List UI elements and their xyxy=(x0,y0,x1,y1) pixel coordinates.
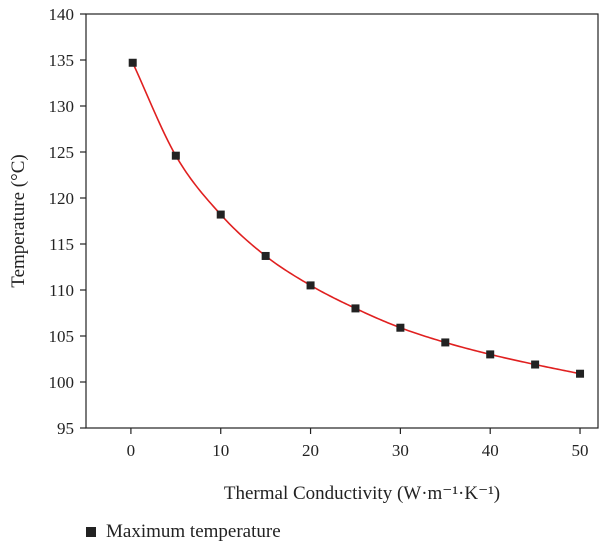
y-axis: 95 100 105 110 115 120 125 130 135 140 xyxy=(49,5,86,438)
data-point xyxy=(486,350,495,359)
x-tick-label: 10 xyxy=(212,441,229,460)
y-axis-title: Temperature (°C) xyxy=(8,154,29,287)
data-point xyxy=(441,338,450,347)
x-tick-label: 40 xyxy=(482,441,499,460)
data-point xyxy=(306,281,315,290)
x-axis-title: Thermal Conductivity (W·m⁻¹·K⁻¹) xyxy=(224,483,500,504)
x-tick-label: 20 xyxy=(302,441,319,460)
y-tick-label: 95 xyxy=(57,419,74,438)
y-tick-label: 125 xyxy=(49,143,75,162)
data-point xyxy=(128,58,137,67)
data-point xyxy=(351,304,360,313)
y-tick-label: 130 xyxy=(49,97,75,116)
y-tick-label: 115 xyxy=(49,235,74,254)
plot-border xyxy=(85,13,599,429)
x-axis: 0 10 20 30 40 50 xyxy=(127,428,589,460)
data-point xyxy=(171,151,180,160)
y-tick-label: 135 xyxy=(49,51,75,70)
data-point xyxy=(216,210,225,219)
data-point xyxy=(396,323,405,332)
data-point xyxy=(576,369,585,378)
data-point xyxy=(261,251,270,260)
legend-marker xyxy=(86,527,96,537)
legend-label: Maximum temperature xyxy=(106,521,281,542)
legend: Maximum temperature xyxy=(86,521,281,543)
y-tick-label: 110 xyxy=(49,281,74,300)
x-tick-label: 0 xyxy=(127,441,136,460)
y-tick-label: 140 xyxy=(49,5,75,24)
y-tick-label: 120 xyxy=(49,189,75,208)
plot-frame xyxy=(85,13,599,429)
y-tick-label: 105 xyxy=(49,327,75,346)
x-tick-label: 30 xyxy=(392,441,409,460)
y-tick-label: 100 xyxy=(49,373,75,392)
data-points xyxy=(128,58,585,378)
fit-curve xyxy=(131,62,581,375)
data-point xyxy=(531,360,540,369)
x-tick-label: 50 xyxy=(572,441,589,460)
